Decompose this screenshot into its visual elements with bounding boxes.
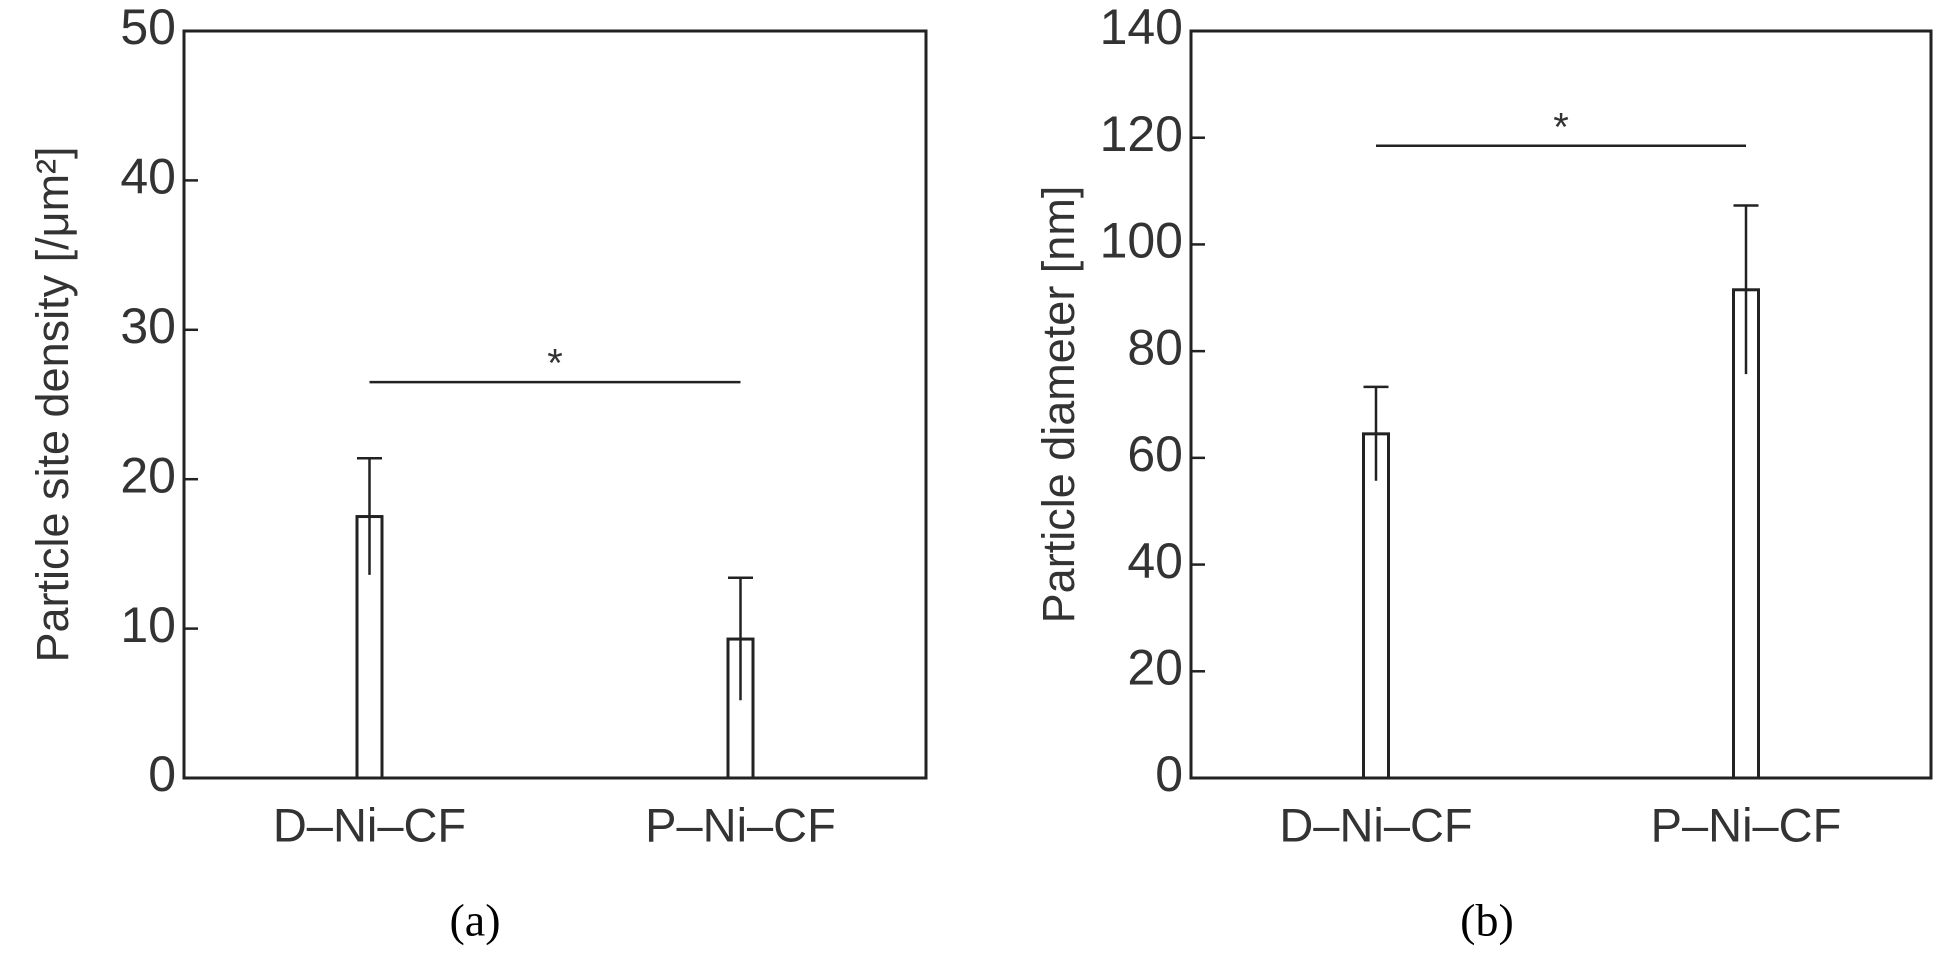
y-tick-label: 50	[120, 0, 176, 55]
plot-frame	[1189, 29, 1933, 780]
y-tick-label: 40	[1127, 533, 1183, 589]
y-tick-label: 0	[1155, 746, 1183, 802]
y-tick-label: 120	[1100, 106, 1183, 162]
plot-frame	[182, 29, 928, 780]
y-tick-label: 40	[120, 149, 176, 205]
significance-marker: *	[1553, 105, 1569, 149]
y-tick-label: 100	[1100, 213, 1183, 269]
x-tick-label: P–Ni–CF	[645, 798, 836, 851]
y-tick-label: 20	[1127, 639, 1183, 695]
y-tick-label: 140	[1100, 0, 1183, 55]
x-tick-label: P–Ni–CF	[1651, 798, 1842, 851]
y-axis-label: Particle site density [/μm²]	[27, 146, 78, 662]
y-axis-label: Particle diameter [nm]	[1033, 186, 1084, 624]
y-tick-label: 10	[120, 597, 176, 653]
significance-marker: *	[547, 342, 563, 386]
panel-label: (a)	[449, 895, 500, 946]
y-tick-label: 30	[120, 298, 176, 354]
x-tick-label: D–Ni–CF	[273, 798, 466, 851]
x-tick-label: D–Ni–CF	[1279, 798, 1472, 851]
y-tick-label: 60	[1127, 426, 1183, 482]
bar	[1362, 432, 1390, 780]
y-tick-label: 0	[148, 746, 176, 802]
y-tick-label: 20	[120, 447, 176, 503]
panel-label: (b)	[1460, 895, 1514, 946]
y-tick-label: 80	[1127, 319, 1183, 375]
